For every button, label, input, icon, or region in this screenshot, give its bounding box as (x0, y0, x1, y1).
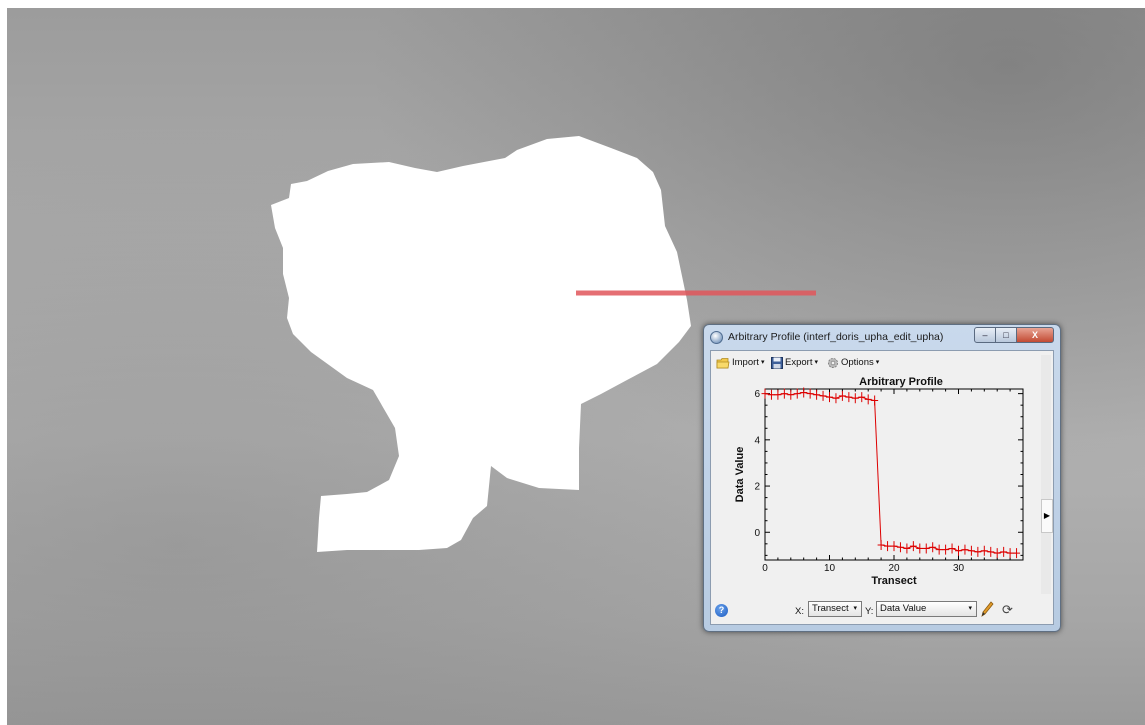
data-point-marker (871, 395, 879, 406)
image-overlay (271, 136, 816, 552)
gear-icon (828, 358, 838, 368)
data-point-marker (1013, 548, 1021, 559)
data-point-marker (780, 388, 788, 399)
data-point-marker (993, 548, 1001, 559)
maximize-button[interactable]: □ (995, 327, 1017, 343)
data-point-marker (974, 546, 982, 557)
series-line (764, 391, 1017, 554)
data-point-marker (884, 541, 892, 552)
data-point-marker (967, 545, 975, 556)
data-point-marker (800, 387, 808, 398)
data-point-marker (851, 393, 859, 404)
x-tick-label: 10 (824, 563, 836, 574)
data-point-marker (787, 389, 795, 400)
data-point-marker (922, 543, 930, 554)
data-point-marker (903, 543, 911, 554)
data-point-marker (826, 392, 833, 403)
minimize-button[interactable]: – (974, 327, 996, 343)
profile-chart: Arbitrary Profile 0 10 20 30 0 2 4 6 Transect D… (734, 376, 1024, 587)
plot-area (764, 388, 1024, 561)
options-caret: ▾ (875, 359, 880, 366)
toolbar: Import ▾ Export ▾ Options ▾ (711, 351, 1033, 373)
x-tick-label: 20 (888, 563, 900, 574)
data-point-marker (935, 544, 943, 555)
save-icon (771, 357, 783, 369)
folder-icon (716, 358, 730, 369)
scrollbar[interactable] (1041, 355, 1051, 594)
title-bar[interactable]: Arbitrary Profile (interf_doris_upha_edi… (704, 325, 1060, 351)
data-point-marker (890, 541, 898, 552)
options-menu[interactable]: Options ▾ (827, 356, 879, 370)
data-point-marker (896, 542, 904, 553)
y-tick-label: 4 (754, 435, 760, 446)
data-point-marker (774, 389, 782, 400)
import-menu[interactable]: Import ▾ (716, 356, 764, 370)
chevron-down-icon: ▾ (853, 605, 857, 612)
window-icon[interactable] (710, 331, 723, 344)
data-point-marker (858, 392, 866, 403)
y-tick-label: 0 (754, 528, 760, 539)
data-point-marker (813, 389, 821, 400)
data-point-marker (948, 543, 956, 554)
masked-region-blob (271, 136, 691, 552)
data-point-marker (909, 541, 917, 552)
data-point-marker (961, 544, 969, 555)
options-label: Options (841, 357, 874, 368)
data-point-marker (942, 544, 950, 555)
x-tick-label: 30 (953, 563, 965, 574)
data-point-marker (877, 539, 885, 550)
data-point-marker (832, 393, 840, 404)
pencil-icon[interactable] (979, 600, 995, 618)
bottom-bar: ? X: Transect ▾ Y: Data Value ▾ ⟳ (711, 598, 1053, 624)
import-label: Import (732, 357, 759, 368)
data-point-marker (864, 394, 872, 405)
data-point-marker (1000, 546, 1008, 557)
y-tick-label: 6 (754, 389, 760, 400)
window-title: Arbitrary Profile (interf_doris_upha_edi… (728, 331, 944, 343)
x-axis-select[interactable]: Transect ▾ (808, 601, 862, 617)
y-axis-label: Data Value (734, 447, 746, 503)
data-point-marker (987, 546, 995, 557)
help-icon[interactable]: ? (715, 604, 728, 617)
arbitrary-profile-window[interactable]: Arbitrary Profile (interf_doris_upha_edi… (703, 324, 1061, 632)
export-menu[interactable]: Export ▾ (771, 356, 818, 370)
data-point-marker (838, 390, 846, 401)
data-point-marker (955, 545, 962, 556)
export-label: Export (785, 357, 813, 368)
y-tick-label: 2 (754, 482, 760, 493)
data-point-marker (845, 392, 853, 403)
y-axis-select-value: Data Value (880, 603, 927, 614)
y-axis-select[interactable]: Data Value ▾ (876, 601, 977, 617)
refresh-icon[interactable]: ⟳ (1002, 602, 1013, 617)
data-point-marker (980, 545, 988, 556)
window-client: Import ▾ Export ▾ Options ▾ Arbitrary Profi… (710, 350, 1054, 625)
x-axis-select-value: Transect (812, 603, 849, 614)
data-point-marker (929, 542, 937, 553)
data-point-marker (793, 388, 801, 399)
data-point-marker (806, 388, 814, 399)
chart-title: Arbitrary Profile (859, 376, 943, 388)
data-point-marker (916, 543, 924, 554)
data-point-marker (819, 390, 827, 401)
y-selector-prefix: Y: (865, 606, 874, 617)
x-selector-prefix: X: (795, 606, 804, 617)
collapse-panel-arrow[interactable]: ▶ (1041, 499, 1053, 533)
x-axis-label: Transect (871, 575, 917, 587)
close-button[interactable]: X (1016, 327, 1054, 343)
data-point-marker (761, 388, 769, 399)
import-caret: ▾ (760, 359, 765, 366)
export-caret: ▾ (814, 359, 818, 366)
chevron-down-icon: ▾ (968, 605, 972, 612)
data-point-marker (1006, 548, 1014, 559)
data-point-marker (767, 389, 775, 400)
x-tick-label: 0 (762, 563, 768, 574)
